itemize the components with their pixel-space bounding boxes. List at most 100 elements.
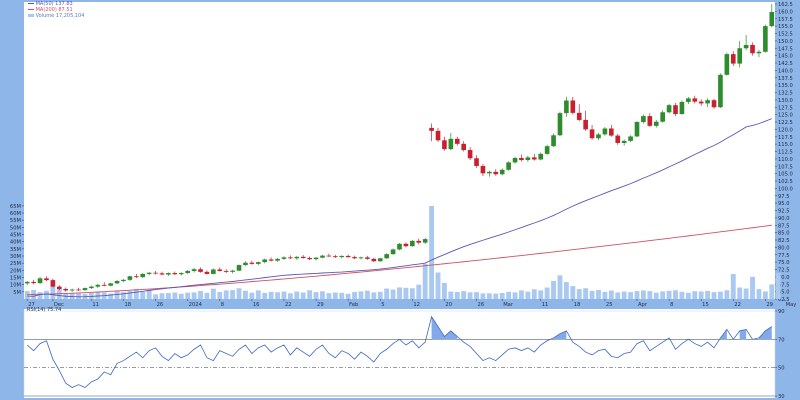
- candle-up: [243, 261, 248, 266]
- candle-down: [249, 260, 255, 265]
- candle-body: [95, 284, 101, 287]
- volume-bar: [762, 291, 768, 299]
- candle-up: [377, 257, 383, 262]
- candle-body: [512, 157, 518, 163]
- price-tick-label: 90.0: [778, 216, 790, 222]
- volume-bar: [287, 293, 293, 299]
- candle-body: [609, 128, 614, 136]
- date-tick-label: 2024: [189, 302, 203, 308]
- candle-body: [249, 262, 255, 264]
- volume-bar: [679, 291, 685, 299]
- price-tick-label: 75.0: [778, 260, 790, 266]
- candle-body: [743, 45, 749, 49]
- price-tick-label: 135.0: [778, 83, 793, 89]
- volume-bar: [698, 291, 704, 299]
- date-tick-label: Feb: [349, 302, 359, 308]
- candle-body: [499, 169, 505, 175]
- volume-bar: [210, 288, 216, 299]
- volume-tick-label: 65M: [10, 204, 21, 210]
- volume-bar: [268, 291, 274, 299]
- candle-body: [628, 136, 633, 141]
- price-tick-label: 80.0: [778, 245, 790, 251]
- volume-bar: [563, 282, 569, 299]
- ma50-line: [27, 118, 772, 298]
- candle-body: [268, 259, 274, 261]
- volume-bar: [608, 290, 614, 299]
- candle-body: [647, 116, 653, 126]
- date-tick-label: 16: [253, 302, 260, 308]
- volume-bar: [281, 291, 287, 299]
- rsi-overbought-fill: [431, 316, 458, 340]
- candle-up: [397, 242, 402, 251]
- date-tick-label: Mar: [503, 302, 514, 308]
- candle-body: [101, 284, 107, 286]
- volume-bar: [153, 294, 159, 299]
- legend-ma200-text: MA(200) 87.51: [35, 7, 73, 13]
- candle-body: [384, 254, 389, 259]
- price-tick-label: 120.0: [778, 127, 793, 133]
- candle-up: [255, 261, 261, 266]
- price-tick-label: 132.5: [778, 91, 793, 97]
- candle-body: [756, 51, 762, 54]
- volume-bar: [775, 272, 781, 299]
- volume-bar: [711, 292, 717, 299]
- candle-body: [114, 281, 120, 284]
- volume-bar: [705, 290, 711, 299]
- volume-bar: [409, 288, 415, 299]
- date-tick-label: Dec: [54, 302, 64, 308]
- candle-body: [564, 100, 569, 114]
- price-tick-label: 130.0: [778, 98, 793, 104]
- candle-body: [525, 157, 531, 161]
- candle-down: [300, 255, 306, 259]
- price-tick-label: 97.5: [778, 194, 790, 200]
- price-tick-label: 85.0: [778, 231, 790, 237]
- candle-up: [410, 240, 415, 247]
- candle-down: [101, 282, 107, 287]
- volume-bar: [647, 291, 653, 299]
- right-scale-panel: [775, 0, 800, 400]
- volume-bar: [461, 291, 467, 299]
- volume-bar: [249, 292, 255, 299]
- candle-down: [50, 278, 56, 288]
- volume-bar: [730, 274, 736, 299]
- top-border: [0, 0, 800, 2]
- date-tick-label: 15: [702, 302, 709, 308]
- candle-down: [673, 102, 678, 117]
- volume-bar: [570, 286, 576, 299]
- rsi-tick-label: 90: [778, 309, 785, 315]
- candle-body: [300, 256, 306, 258]
- candle-up: [185, 270, 190, 274]
- candle-up: [718, 73, 723, 109]
- candle-body: [397, 243, 402, 250]
- volume-bar: [332, 292, 338, 299]
- candle-up: [763, 24, 768, 53]
- candle-body: [69, 289, 75, 291]
- candle-body: [442, 140, 447, 150]
- candle-body: [480, 165, 486, 174]
- candle-body: [531, 157, 537, 160]
- volume-tick-label: 40M: [10, 240, 21, 246]
- price-tick-label: 100.0: [778, 186, 793, 192]
- candle-up: [69, 288, 75, 292]
- date-tick-label: 12: [413, 302, 420, 308]
- volume-bar: [95, 291, 101, 299]
- candle-body: [153, 272, 158, 274]
- candle-body: [166, 273, 171, 275]
- candle-body: [422, 239, 428, 243]
- candle-body: [217, 269, 223, 271]
- volume-bar: [512, 292, 518, 299]
- rsi-line: [26, 315, 773, 388]
- candle-body: [416, 240, 422, 243]
- rsi-overbought-fill: [553, 330, 567, 340]
- volume-bar: [441, 282, 447, 299]
- candle-up: [756, 49, 762, 58]
- candle-body: [698, 101, 704, 104]
- candle-down: [609, 124, 614, 137]
- candle-down: [198, 267, 203, 273]
- volume-bar: [371, 292, 377, 299]
- volume-bar: [576, 289, 582, 299]
- candle-body: [679, 101, 685, 115]
- date-tick-label: 20: [445, 302, 452, 308]
